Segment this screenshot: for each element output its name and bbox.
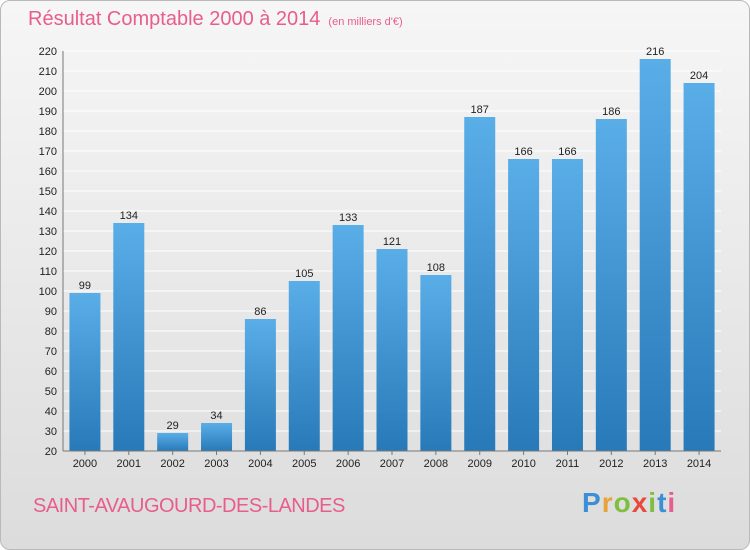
y-tick-label: 30 xyxy=(45,426,57,438)
y-tick-label: 40 xyxy=(45,406,57,418)
bar-2008 xyxy=(420,275,452,451)
logo-letter: o xyxy=(613,487,632,518)
bar-value-label: 134 xyxy=(120,210,138,222)
x-tick-label: 2000 xyxy=(73,458,97,470)
bar-2011 xyxy=(551,159,583,451)
bar-value-label: 99 xyxy=(79,280,91,292)
x-tick-label: 2006 xyxy=(336,458,360,470)
x-tick-label: 2010 xyxy=(511,458,535,470)
chart-title-text: Résultat Comptable 2000 à 2014 xyxy=(28,8,321,30)
bar-2001 xyxy=(113,223,145,451)
bar-2014 xyxy=(683,83,715,451)
x-tick-label: 2004 xyxy=(248,458,272,470)
y-tick-label: 80 xyxy=(45,326,57,338)
y-tick-label: 130 xyxy=(39,226,57,238)
x-tick-label: 2008 xyxy=(424,458,448,470)
x-tick-label: 2009 xyxy=(467,458,491,470)
y-tick-label: 140 xyxy=(39,206,57,218)
bar-value-label: 166 xyxy=(514,146,532,158)
logo-letter: r xyxy=(601,487,614,518)
y-tick-label: 60 xyxy=(45,366,57,378)
bar-value-label: 133 xyxy=(339,212,357,224)
bar-value-label: 108 xyxy=(427,262,445,274)
bar-value-label: 86 xyxy=(254,306,266,318)
bar-2002 xyxy=(157,433,189,451)
y-tick-label: 210 xyxy=(39,66,57,78)
bar-2007 xyxy=(376,249,408,451)
bar-value-label: 186 xyxy=(602,106,620,118)
y-tick-label: 170 xyxy=(39,146,57,158)
x-tick-label: 2011 xyxy=(556,458,580,470)
bar-2006 xyxy=(332,225,364,451)
x-tick-label: 2005 xyxy=(292,458,316,470)
bar-2000 xyxy=(69,293,101,451)
bar-2010 xyxy=(508,159,540,451)
bar-value-label: 204 xyxy=(690,70,708,82)
bar-value-label: 29 xyxy=(167,420,179,432)
bar-2012 xyxy=(595,119,627,451)
y-tick-label: 180 xyxy=(39,126,57,138)
y-tick-label: 190 xyxy=(39,106,57,118)
y-tick-label: 20 xyxy=(45,446,57,458)
unit-note: (en milliers d'€) xyxy=(328,16,403,28)
y-tick-label: 160 xyxy=(39,166,57,178)
chart-title: Résultat Comptable 2000 à 2014 (en millie… xyxy=(28,8,403,31)
bar-2009 xyxy=(464,117,496,451)
y-tick-label: 200 xyxy=(39,86,57,98)
logo-letter: P xyxy=(582,487,602,518)
logo-letter: t xyxy=(657,487,668,518)
bar-2013 xyxy=(639,59,671,451)
proxiti-logo: Proxiti xyxy=(582,487,676,519)
x-tick-label: 2001 xyxy=(117,458,141,470)
y-tick-label: 150 xyxy=(39,186,57,198)
x-tick-label: 2007 xyxy=(380,458,404,470)
y-tick-label: 70 xyxy=(45,346,57,358)
y-tick-label: 100 xyxy=(39,286,57,298)
x-tick-label: 2002 xyxy=(160,458,184,470)
bar-value-label: 216 xyxy=(646,46,664,58)
logo-letter: i xyxy=(667,487,677,518)
city-name: SAINT-AVAUGOURD-DES-LANDES xyxy=(33,495,345,517)
y-tick-label: 50 xyxy=(45,386,57,398)
y-tick-label: 220 xyxy=(39,46,57,58)
bar-value-label: 34 xyxy=(210,410,222,422)
bar-value-label: 166 xyxy=(558,146,576,158)
y-tick-label: 90 xyxy=(45,306,57,318)
y-tick-label: 120 xyxy=(39,246,57,258)
bar-value-label: 105 xyxy=(295,268,313,280)
y-tick-label: 110 xyxy=(39,266,57,278)
logo-letter: i xyxy=(648,487,658,518)
bar-value-label: 187 xyxy=(471,104,489,116)
bar-2005 xyxy=(288,281,320,451)
x-tick-label: 2012 xyxy=(599,458,623,470)
bar-2004 xyxy=(244,319,276,451)
bar-value-label: 121 xyxy=(383,236,401,248)
x-tick-label: 2003 xyxy=(204,458,228,470)
x-tick-label: 2014 xyxy=(687,458,711,470)
logo-letter: x xyxy=(631,487,649,518)
x-tick-label: 2013 xyxy=(643,458,667,470)
bar-2003 xyxy=(201,423,233,451)
